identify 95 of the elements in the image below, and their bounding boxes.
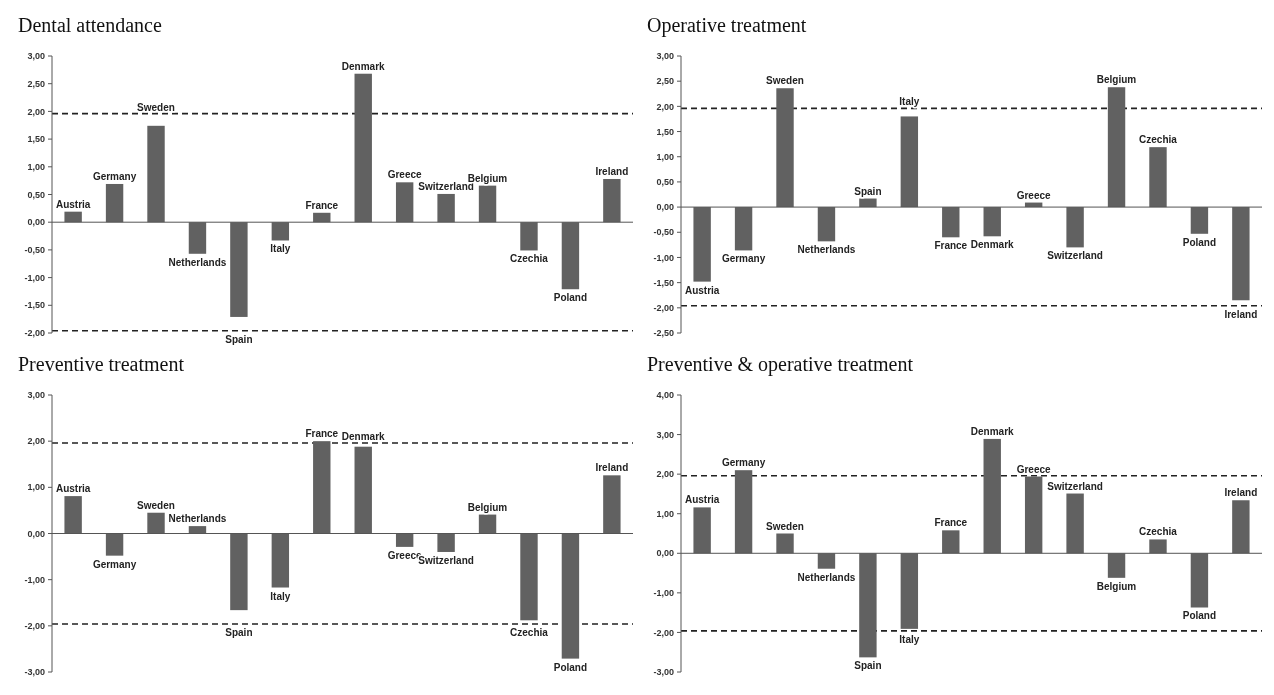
- x-tick-label: Poland: [1182, 610, 1217, 622]
- x-tick-label: Austria: [55, 483, 91, 495]
- y-tick-label: 0,00: [656, 548, 674, 559]
- x-tick-label: Austria: [684, 494, 720, 506]
- x-tick-label: Ireland: [595, 165, 629, 177]
- x-tick-label: Poland: [1182, 236, 1217, 248]
- y-tick-label: -0,50: [653, 227, 674, 238]
- x-tick-label: Netherlands: [797, 571, 856, 583]
- x-tick-label: France: [305, 199, 339, 211]
- y-tick-label: 1,00: [27, 482, 45, 493]
- y-tick-label: 0,00: [27, 217, 45, 228]
- y-tick-label: 1,00: [656, 508, 674, 519]
- x-tick-label: Netherlands: [797, 244, 856, 256]
- y-tick-label: -1,00: [653, 588, 674, 599]
- x-tick-label: Italy: [270, 590, 291, 602]
- x-tick-label: Spain: [854, 185, 882, 197]
- x-tick-label: France: [934, 517, 968, 529]
- x-tick-label: Germany: [92, 170, 137, 182]
- x-tick-label: Sweden: [137, 101, 175, 113]
- x-tick-label: Switzerland: [1047, 480, 1103, 492]
- y-tick-label: -2,00: [24, 328, 45, 339]
- y-tick-label: 3,00: [656, 429, 674, 440]
- y-tick-label: -1,50: [653, 277, 674, 288]
- chart-title: Preventive treatment: [18, 353, 185, 375]
- y-tick-label: -1,00: [24, 574, 45, 585]
- y-tick-label: -0,50: [24, 245, 45, 256]
- y-tick-label: -2,00: [653, 627, 674, 638]
- x-tick-label: Switzerland: [1047, 250, 1103, 262]
- y-tick-label: -1,50: [24, 300, 45, 311]
- x-tick-label: Sweden: [766, 520, 804, 532]
- x-tick-label: Spain: [225, 333, 253, 345]
- y-tick-label: -3,00: [653, 667, 674, 678]
- x-tick-label: Belgium: [1096, 74, 1137, 86]
- chart-title: Preventive & operative treatment: [647, 353, 914, 376]
- x-tick-label: Greece: [1016, 189, 1052, 201]
- chart-title: Dental attendance: [18, 14, 162, 36]
- x-tick-label: Czechia: [1139, 134, 1178, 146]
- x-tick-label: Denmark: [341, 60, 386, 72]
- y-tick-label: 0,00: [656, 202, 674, 213]
- x-tick-label: Denmark: [341, 431, 386, 443]
- x-tick-label: Netherlands: [168, 513, 227, 525]
- x-tick-label: Belgium: [467, 172, 508, 184]
- x-tick-label: Sweden: [137, 499, 175, 511]
- y-tick-label: 1,00: [27, 161, 45, 172]
- y-tick-label: -1,00: [24, 272, 45, 283]
- x-tick-label: Germany: [92, 558, 137, 570]
- x-tick-label: Italy: [899, 96, 920, 108]
- y-tick-label: 2,00: [656, 101, 674, 112]
- y-tick-label: 3,00: [27, 390, 45, 401]
- y-tick-label: 1,50: [656, 126, 674, 137]
- x-tick-label: Denmark: [970, 425, 1015, 437]
- x-tick-label: Germany: [721, 253, 766, 265]
- x-tick-label: Austria: [55, 198, 91, 210]
- x-tick-label: Denmark: [970, 239, 1015, 251]
- x-tick-label: Italy: [270, 243, 291, 255]
- y-tick-label: 1,00: [656, 151, 674, 162]
- x-tick-label: Poland: [553, 292, 588, 304]
- y-tick-label: 4,00: [656, 390, 674, 401]
- x-tick-label: Greece: [1016, 463, 1052, 475]
- y-tick-label: 2,00: [27, 106, 45, 117]
- y-tick-label: -3,00: [24, 667, 45, 678]
- y-tick-label: -2,00: [24, 620, 45, 631]
- x-tick-label: Belgium: [1096, 580, 1137, 592]
- y-tick-label: -2,50: [653, 328, 674, 339]
- x-tick-label: Greece: [387, 169, 423, 181]
- y-tick-label: 0,50: [656, 177, 674, 188]
- x-tick-label: France: [305, 428, 339, 440]
- y-tick-label: 0,00: [27, 528, 45, 539]
- y-tick-label: 2,50: [656, 76, 674, 87]
- y-tick-label: 0,50: [27, 189, 45, 200]
- x-tick-label: Poland: [553, 661, 588, 673]
- x-tick-label: Sweden: [766, 75, 804, 87]
- y-tick-label: -1,00: [653, 252, 674, 263]
- y-tick-label: 2,00: [656, 469, 674, 480]
- x-tick-label: Netherlands: [168, 256, 227, 268]
- y-tick-label: 2,50: [27, 78, 45, 89]
- x-tick-label: Spain: [854, 660, 882, 672]
- x-tick-label: Czechia: [1139, 526, 1178, 538]
- x-tick-label: France: [934, 240, 968, 252]
- x-tick-label: Ireland: [1224, 308, 1258, 320]
- x-tick-label: Czechia: [510, 626, 549, 638]
- x-tick-label: Austria: [684, 284, 720, 296]
- x-tick-label: Italy: [899, 633, 920, 645]
- chart-title: Operative treatment: [647, 14, 807, 37]
- y-tick-label: -2,00: [653, 302, 674, 313]
- x-tick-label: Germany: [721, 457, 766, 469]
- x-tick-label: Ireland: [595, 462, 629, 474]
- y-tick-label: 3,00: [27, 51, 45, 62]
- y-tick-label: 1,50: [27, 134, 45, 145]
- x-tick-label: Spain: [225, 626, 253, 638]
- x-tick-label: Czechia: [510, 253, 549, 265]
- x-tick-label: Belgium: [467, 501, 508, 513]
- x-tick-label: Ireland: [1224, 487, 1258, 499]
- y-tick-label: 3,00: [656, 51, 674, 62]
- y-tick-label: 2,00: [27, 436, 45, 447]
